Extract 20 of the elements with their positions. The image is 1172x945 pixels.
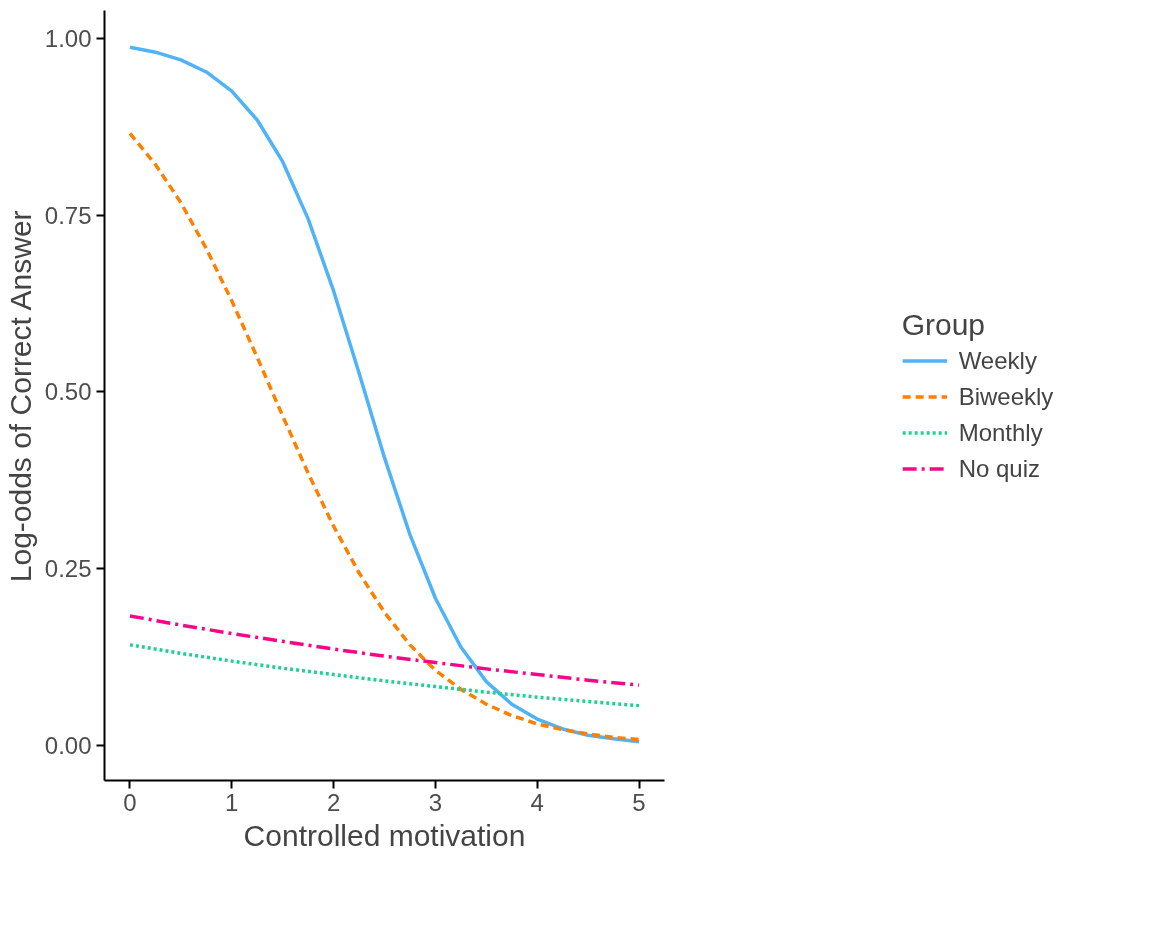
legend-label: Weekly <box>958 346 1037 375</box>
x-axis-title: Controlled motivation <box>243 818 526 852</box>
x-tick-label: 5 <box>632 788 646 816</box>
line-series <box>128 614 641 687</box>
legend-label: Monthly <box>958 418 1043 447</box>
line-series <box>128 643 641 708</box>
legend-label: Biweekly <box>958 382 1054 411</box>
y-tick-label: 0.50 <box>44 378 92 406</box>
x-tick-label: 1 <box>225 788 239 816</box>
y-tick-label: 0.00 <box>44 731 92 759</box>
x-tick-label: 0 <box>123 788 137 816</box>
y-axis-title: Log-odds of Correct Answer <box>3 210 37 583</box>
x-tick-label: 3 <box>428 788 443 816</box>
legend-title: Group <box>901 307 987 342</box>
x-tick-label: 2 <box>326 788 341 816</box>
y-tick-label: 0.75 <box>44 201 92 229</box>
y-tick-label: 0.25 <box>44 555 92 583</box>
x-tick-label: 4 <box>530 788 544 816</box>
legend-label: No quiz <box>958 454 1041 483</box>
y-tick-label: 1.00 <box>44 25 92 53</box>
